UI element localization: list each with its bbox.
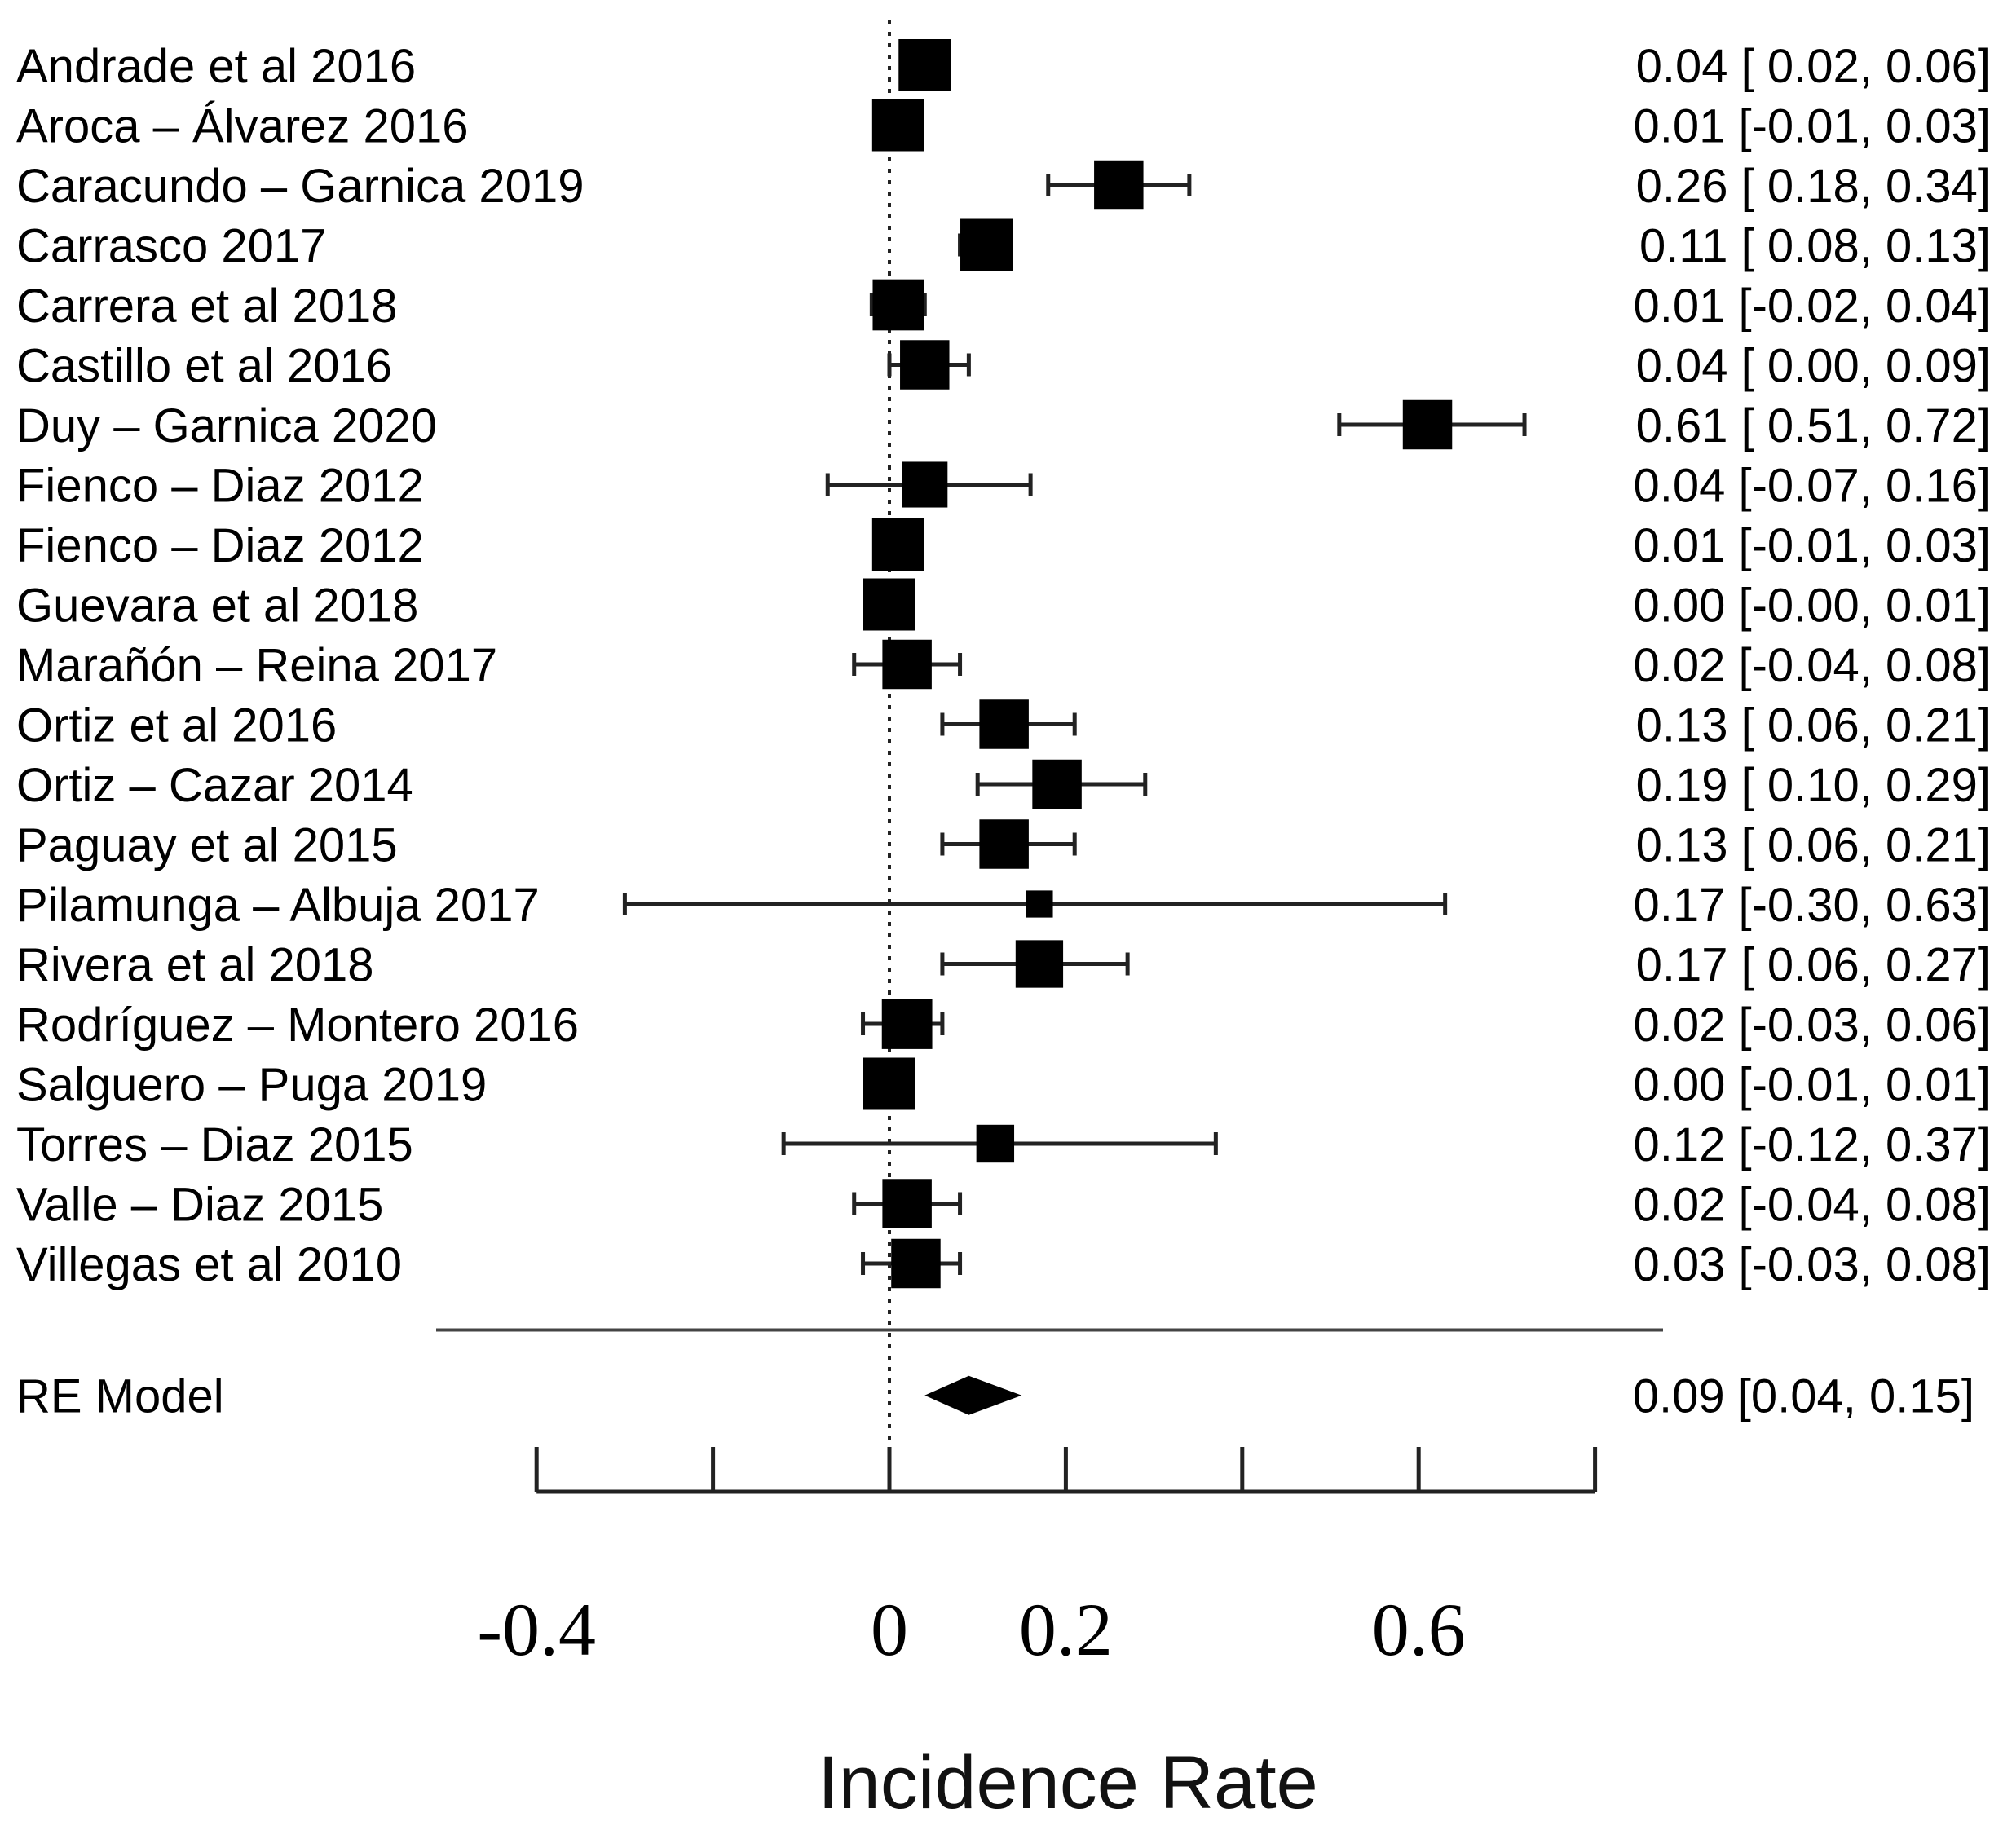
point-estimate-box (882, 639, 932, 690)
point-estimate-box (979, 699, 1029, 749)
study-label: Aroca – Álvarez 2016 (16, 100, 469, 153)
study-row: Aroca – Álvarez 2016 0.01 [-0.01, 0.03] (16, 99, 1991, 153)
ci-value-label: 0.00 [-0.00, 0.01] (1633, 580, 1991, 633)
point-estimate-box (1094, 160, 1144, 210)
point-estimate-box (891, 1238, 941, 1289)
study-row: Fienco – Diaz 2012 0.01 [-0.01, 0.03] (16, 518, 1991, 572)
study-row: Rivera et al 2018 0.17 [ 0.06, 0.27] (16, 939, 1991, 992)
pooled-ci-label: 0.09 [0.04, 0.15] (1633, 1370, 1974, 1423)
study-label: Paguay et al 2015 (16, 819, 398, 872)
ci-value-label: 0.02 [-0.04, 0.08] (1633, 1179, 1991, 1232)
pooled-diamond (924, 1375, 1022, 1415)
x-axis: -0.4 0 0.2 0.6 (477, 1447, 1598, 1671)
ci-value-label: 0.03 [-0.03, 0.08] (1633, 1238, 1991, 1291)
study-row: Rodríguez – Montero 2016 0.02 [-0.03, 0.0… (16, 999, 1991, 1052)
study-label: Rivera et al 2018 (16, 939, 373, 992)
point-estimate-box (863, 1057, 915, 1110)
study-row: Fienco – Diaz 2012 0.04 [-0.07, 0.16] (16, 460, 1991, 513)
study-label: Andrade et al 2016 (16, 40, 416, 93)
ci-value-label: 0.19 [ 0.10, 0.29] (1636, 759, 1991, 812)
study-row: Marañón – Reina 2017 0.02 [-0.04, 0.08] (16, 639, 1991, 692)
axis-tick-label: 0.6 (1372, 1588, 1466, 1671)
study-row: Villegas et al 2010 0.03 [-0.03, 0.08] (16, 1238, 1991, 1291)
point-estimate-box (1032, 759, 1082, 809)
point-estimate-box (900, 340, 950, 390)
point-estimate-box (881, 999, 933, 1049)
point-estimate-box (898, 39, 951, 91)
ci-value-label: 0.04 [-0.07, 0.16] (1633, 460, 1991, 513)
study-label: Pilamunga – Albuja 2017 (16, 879, 540, 932)
studies-group: Andrade et al 2016 0.04 [ 0.02, 0.06] Aroc… (16, 39, 1991, 1291)
study-row: Torres – Diaz 2015 0.12 [-0.12, 0.37] (16, 1118, 1991, 1171)
pooled-label: RE Model (16, 1370, 224, 1423)
study-label: Villegas et al 2010 (16, 1238, 402, 1291)
point-estimate-box (902, 461, 948, 508)
study-row: Carrera et al 2018 0.01 [-0.02, 0.04] (16, 279, 1991, 333)
ci-value-label: 0.00 [-0.01, 0.01] (1633, 1059, 1991, 1112)
study-label: Caracundo – Garnica 2019 (16, 160, 584, 213)
point-estimate-box (871, 99, 924, 152)
study-row: Caracundo – Garnica 2019 0.26 [ 0.18, 0.3… (16, 160, 1991, 213)
point-estimate-box (872, 279, 924, 331)
ci-value-label: 0.13 [ 0.06, 0.21] (1636, 699, 1991, 752)
study-label: Salguero – Puga 2019 (16, 1059, 487, 1112)
point-estimate-box (976, 1124, 1015, 1163)
ci-value-label: 0.04 [ 0.02, 0.06] (1636, 40, 1991, 93)
study-row: Paguay et al 2015 0.13 [ 0.06, 0.21] (16, 819, 1991, 872)
ci-value-label: 0.26 [ 0.18, 0.34] (1636, 160, 1991, 213)
study-row: Andrade et al 2016 0.04 [ 0.02, 0.06] (16, 39, 1991, 93)
study-row: Castillo et al 2016 0.04 [ 0.00, 0.09] (16, 340, 1991, 393)
ci-value-label: 0.17 [-0.30, 0.63] (1633, 879, 1991, 932)
study-row: Salguero – Puga 2019 0.00 [-0.01, 0.01] (16, 1057, 1991, 1112)
ci-value-label: 0.01 [-0.02, 0.04] (1633, 280, 1991, 333)
point-estimate-box (871, 518, 924, 571)
study-label: Fienco – Diaz 2012 (16, 460, 424, 513)
ci-value-label: 0.02 [-0.03, 0.06] (1633, 999, 1991, 1052)
ci-value-label: 0.02 [-0.04, 0.08] (1633, 639, 1991, 692)
point-estimate-box (863, 578, 915, 631)
study-label: Ortiz – Cazar 2014 (16, 759, 413, 812)
study-row: Guevara et al 2018 0.00 [-0.00, 0.01] (16, 578, 1991, 633)
study-label: Torres – Diaz 2015 (16, 1118, 413, 1171)
point-estimate-box (960, 218, 1013, 271)
study-label: Rodríguez – Montero 2016 (16, 999, 579, 1052)
study-label: Carrera et al 2018 (16, 280, 397, 333)
point-estimate-box (882, 1179, 932, 1228)
study-label: Carrasco 2017 (16, 220, 326, 273)
x-axis-title: Incidence Rate (818, 1741, 1318, 1824)
point-estimate-box (979, 819, 1029, 869)
study-row: Duy – Garnica 2020 0.61 [ 0.51, 0.72] (16, 399, 1991, 452)
axis-tick-label: 0 (871, 1588, 908, 1671)
ci-value-label: 0.13 [ 0.06, 0.21] (1636, 819, 1991, 872)
study-row: Ortiz – Cazar 2014 0.19 [ 0.10, 0.29] (16, 759, 1991, 812)
ci-value-label: 0.01 [-0.01, 0.03] (1633, 519, 1991, 572)
ci-value-label: 0.11 [ 0.08, 0.13] (1639, 220, 1991, 273)
study-label: Guevara et al 2018 (16, 580, 418, 633)
study-row: Carrasco 2017 0.11 [ 0.08, 0.13] (16, 218, 1991, 273)
ci-value-label: 0.12 [-0.12, 0.37] (1633, 1118, 1991, 1171)
study-label: Ortiz et al 2016 (16, 699, 337, 752)
ci-value-label: 0.04 [ 0.00, 0.09] (1636, 340, 1991, 393)
axis-tick-label: -0.4 (477, 1588, 596, 1671)
study-label: Marañón – Reina 2017 (16, 639, 497, 692)
pooled-group: RE Model 0.09 [0.04, 0.15] (16, 1328, 1974, 1423)
study-row: Pilamunga – Albuja 2017 0.17 [-0.30, 0.63… (16, 879, 1991, 932)
study-row: Ortiz et al 2016 0.13 [ 0.06, 0.21] (16, 699, 1991, 752)
study-label: Valle – Diaz 2015 (16, 1179, 383, 1232)
study-label: Duy – Garnica 2020 (16, 399, 437, 452)
axis-tick-label: 0.2 (1019, 1588, 1113, 1671)
ci-value-label: 0.17 [ 0.06, 0.27] (1636, 939, 1991, 992)
ci-value-label: 0.01 [-0.01, 0.03] (1633, 100, 1991, 153)
study-label: Fienco – Diaz 2012 (16, 519, 424, 572)
point-estimate-box (1402, 399, 1453, 450)
study-label: Castillo et al 2016 (16, 340, 392, 393)
ci-value-label: 0.61 [ 0.51, 0.72] (1636, 399, 1991, 452)
study-row: Valle – Diaz 2015 0.02 [-0.04, 0.08] (16, 1179, 1991, 1232)
point-estimate-box (1026, 890, 1053, 918)
point-estimate-box (1015, 940, 1064, 988)
